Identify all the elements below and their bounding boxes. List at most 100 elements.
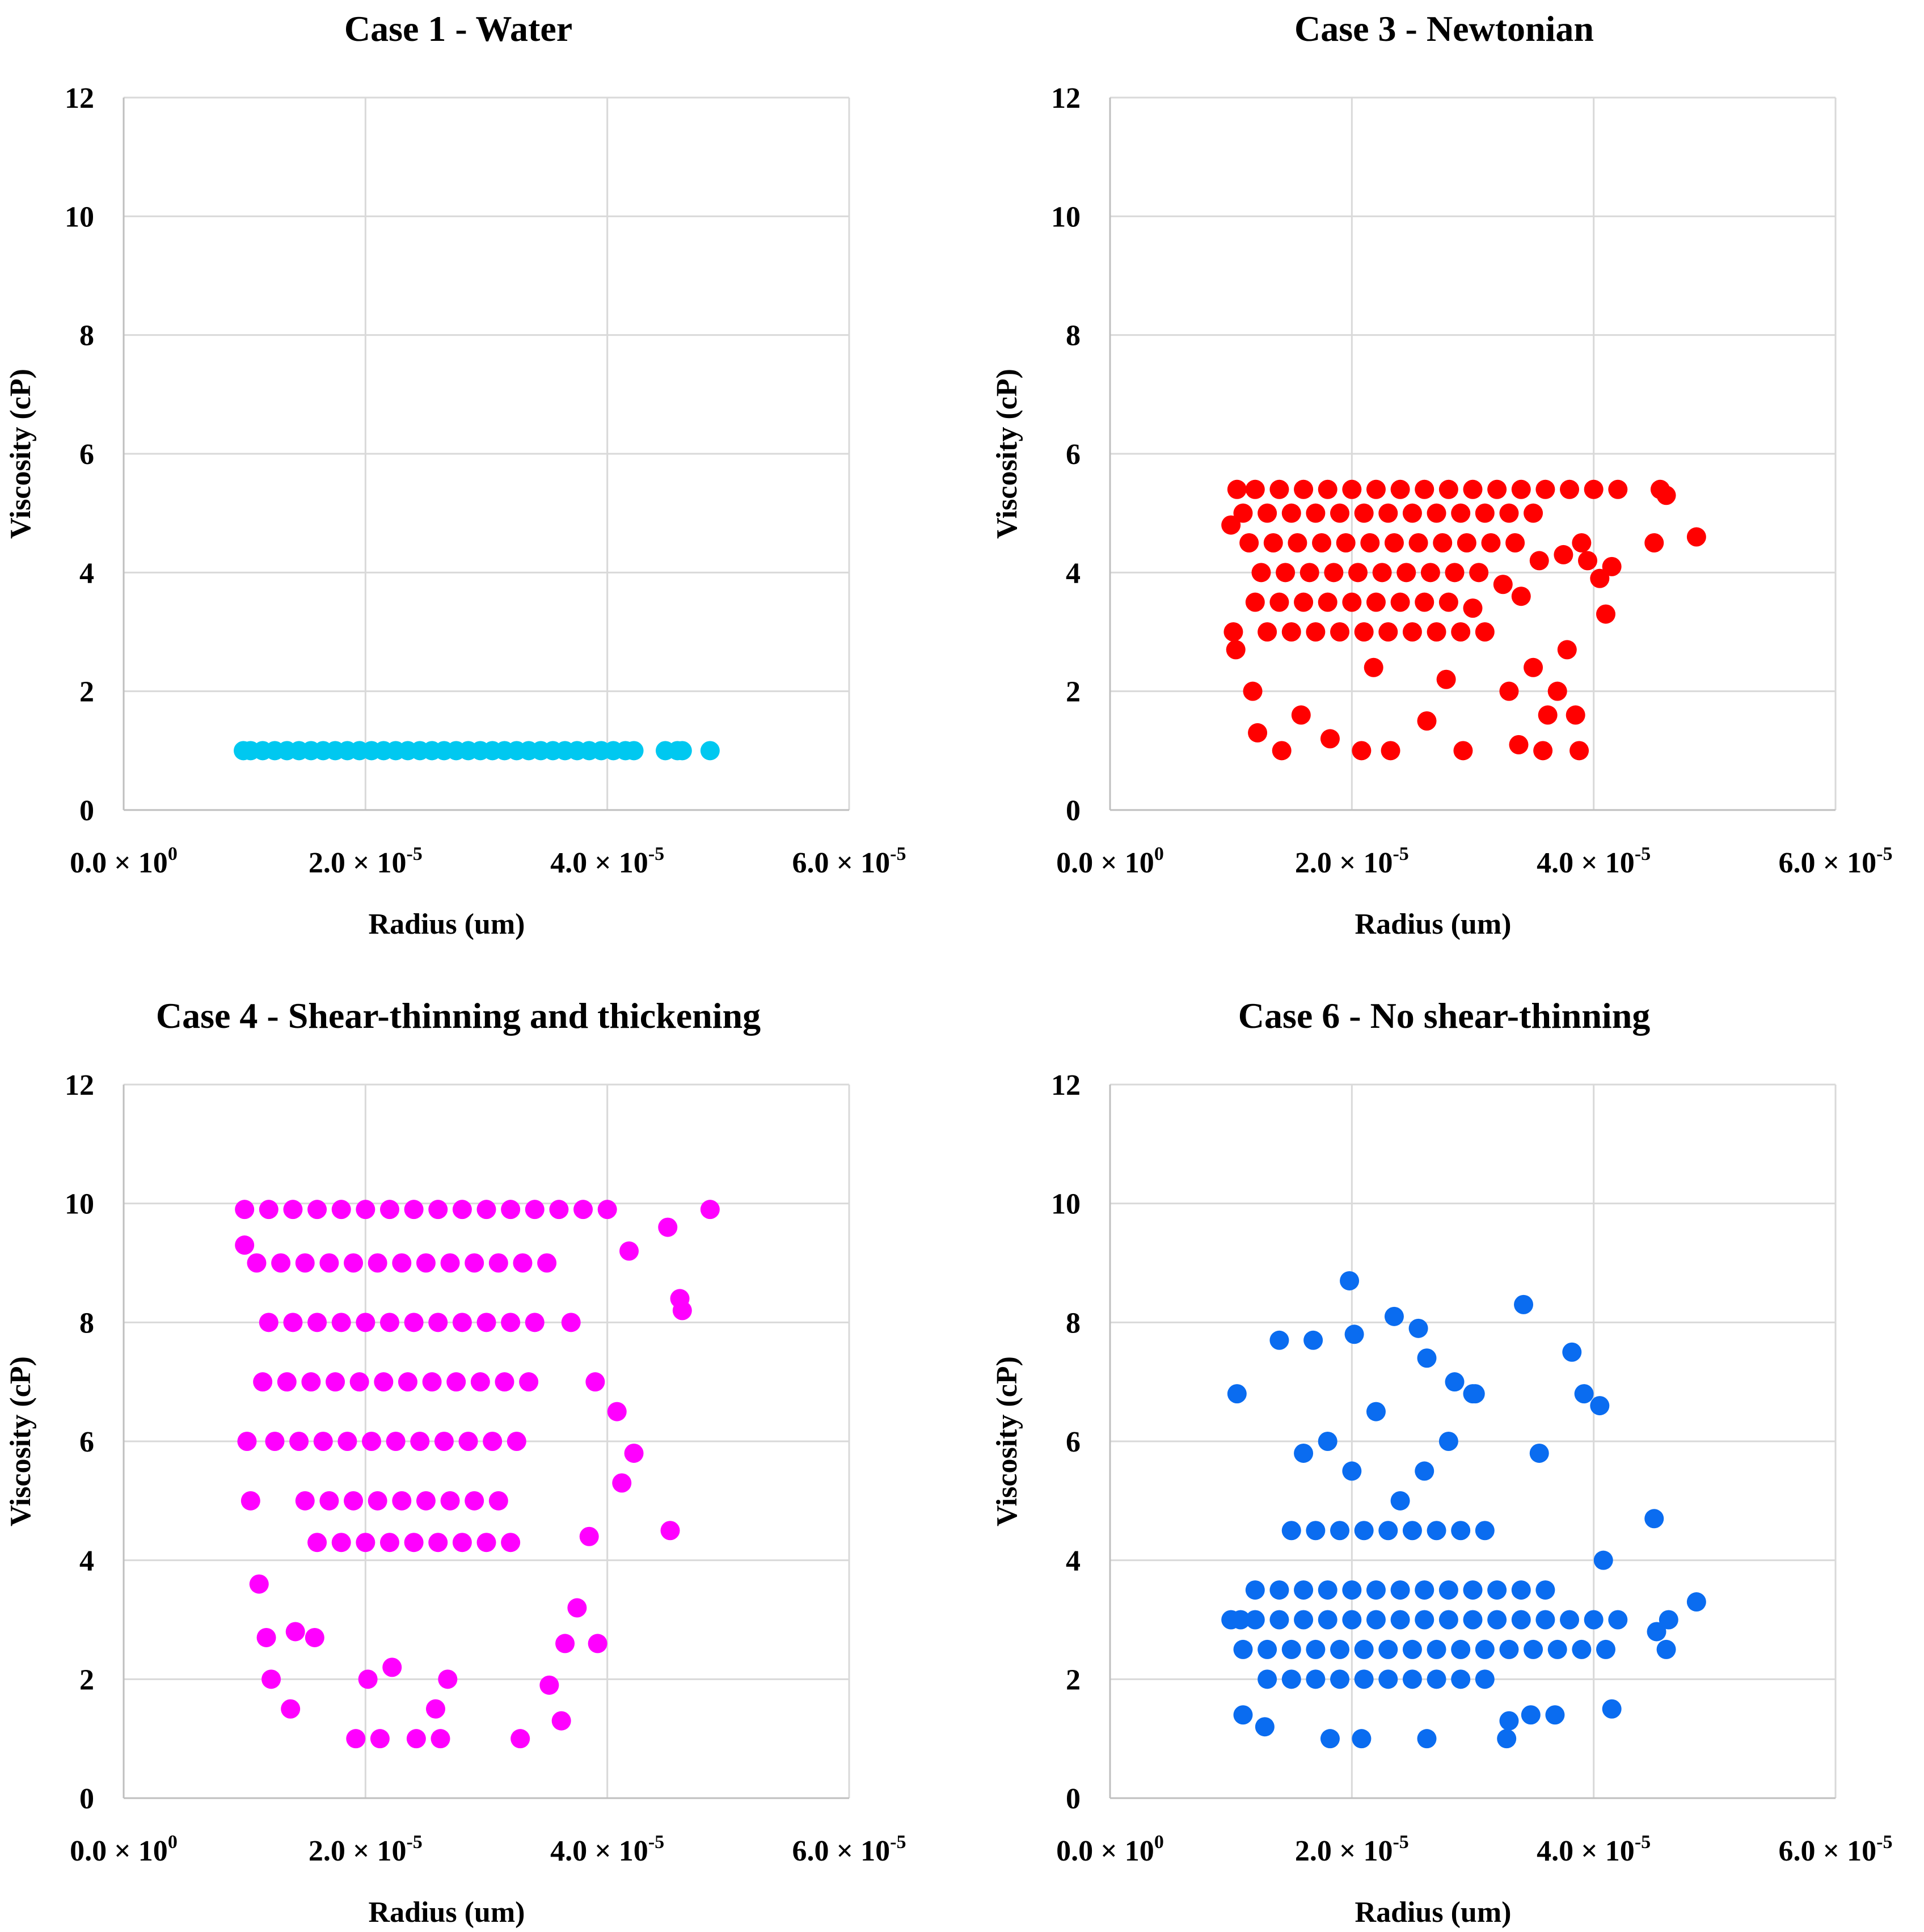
data-point [368,1491,387,1511]
data-point [1248,723,1268,743]
chart-title: Case 6 - No shear-thinning [1238,995,1651,1036]
data-point [307,1200,327,1220]
data-point [1330,1669,1350,1689]
data-point [1427,1639,1446,1659]
data-point [555,1634,575,1653]
data-point [1433,533,1453,552]
data-point [1524,503,1543,523]
x-tick-label: 4.0 × 10-5 [550,843,664,879]
data-point [1475,503,1495,523]
data-point [588,1634,607,1653]
data-point [1281,1639,1301,1659]
data-point [1427,1521,1446,1541]
data-point [392,1253,412,1273]
y-tick-label: 2 [79,1664,94,1696]
data-point [1233,1705,1253,1725]
data-point [1590,568,1610,588]
data-point [374,1372,394,1392]
x-tick-exponent: -5 [1876,1832,1892,1853]
data-point [1348,563,1368,583]
y-tick-label: 0 [1066,795,1081,827]
data-point [1487,479,1507,499]
chart-panel-4: Case 6 - No shear-thinning 0 2 4 6 8 10 12 0.0 ×… [991,995,1892,1929]
data-point [1269,1610,1289,1630]
y-axis-title: Viscosity (cP) [5,1356,37,1526]
data-point [1475,1521,1495,1541]
data-point [247,1253,267,1273]
x-tick-times: × 10 [1093,847,1154,879]
x-tick-mantissa: 0.0 [70,1835,107,1867]
data-point [1533,741,1553,761]
x-axis-title: Radius (um) [1355,908,1512,940]
data-point [1487,1580,1507,1600]
data-point [452,1313,472,1332]
data-point [1231,1610,1251,1630]
data-point [438,1669,458,1689]
data-point [283,1200,303,1220]
y-tick-label: 6 [79,1426,94,1458]
data-point [1352,1729,1372,1749]
data-point [1451,1521,1471,1541]
chart-title: Case 3 - Newtonian [1294,9,1594,49]
x-tick-label: 2.0 × 10-5 [1295,843,1409,879]
x-axis-title: Radius (um) [369,1896,525,1929]
data-point [1596,1639,1615,1659]
x-tick-exponent: -5 [406,1832,422,1853]
x-tick-times: × 10 [1816,1835,1877,1867]
y-tick-label: 12 [1051,1069,1081,1102]
data-point [1342,1580,1362,1600]
data-point [1318,1432,1337,1451]
x-tick-times: × 10 [1573,1835,1635,1867]
data-point [1294,479,1314,499]
x-tick-mantissa: 4.0 [1537,1835,1573,1867]
data-point [1557,640,1577,660]
data-point [1402,622,1422,642]
x-axis-title: Radius (um) [1355,1896,1512,1929]
data-point [1381,741,1400,761]
data-point [1291,705,1311,725]
x-tick-mantissa: 2.0 [1295,847,1332,879]
data-point [510,1729,530,1749]
data-point [1318,1580,1337,1600]
data-point [1417,1729,1437,1749]
data-point [1294,592,1314,612]
data-point [672,741,692,761]
data-point [358,1669,378,1689]
data-point [1569,741,1589,761]
data-point [1438,1432,1458,1451]
data-point [1584,479,1604,499]
data-point [1578,551,1598,571]
data-point [1354,503,1374,523]
data-point [1438,1610,1458,1630]
x-tick-times: × 10 [587,847,648,879]
x-tick-exponent: 0 [1154,1832,1164,1853]
data-point [1584,1610,1604,1630]
data-point [1499,1711,1519,1731]
data-point [513,1253,533,1273]
data-point [1342,479,1362,499]
x-tick-label: 4.0 × 10-5 [550,1832,664,1867]
data-point [1572,1639,1592,1659]
x-tick-mantissa: 6.0 [792,847,829,879]
y-tick-label: 0 [1066,1783,1081,1815]
data-point [1372,563,1392,583]
data-point [1511,1610,1531,1630]
data-point [305,1627,324,1647]
data-point [319,1491,339,1511]
data-point [1499,1639,1519,1659]
data-point [1509,735,1529,754]
data-point [483,1432,503,1451]
data-point [1499,503,1519,523]
y-tick-label: 8 [79,1307,94,1339]
data-point [1572,533,1592,552]
y-tick-label: 2 [79,676,94,708]
data-point [1354,1639,1374,1659]
data-point [1408,533,1428,552]
data-point [1354,622,1374,642]
x-tick-exponent: -5 [1635,843,1651,864]
x-tick-label: 6.0 × 10-5 [792,843,906,879]
data-point [519,1372,539,1392]
data-point [1686,527,1706,547]
data-point [289,1432,309,1451]
y-tick-label: 10 [65,1188,94,1221]
